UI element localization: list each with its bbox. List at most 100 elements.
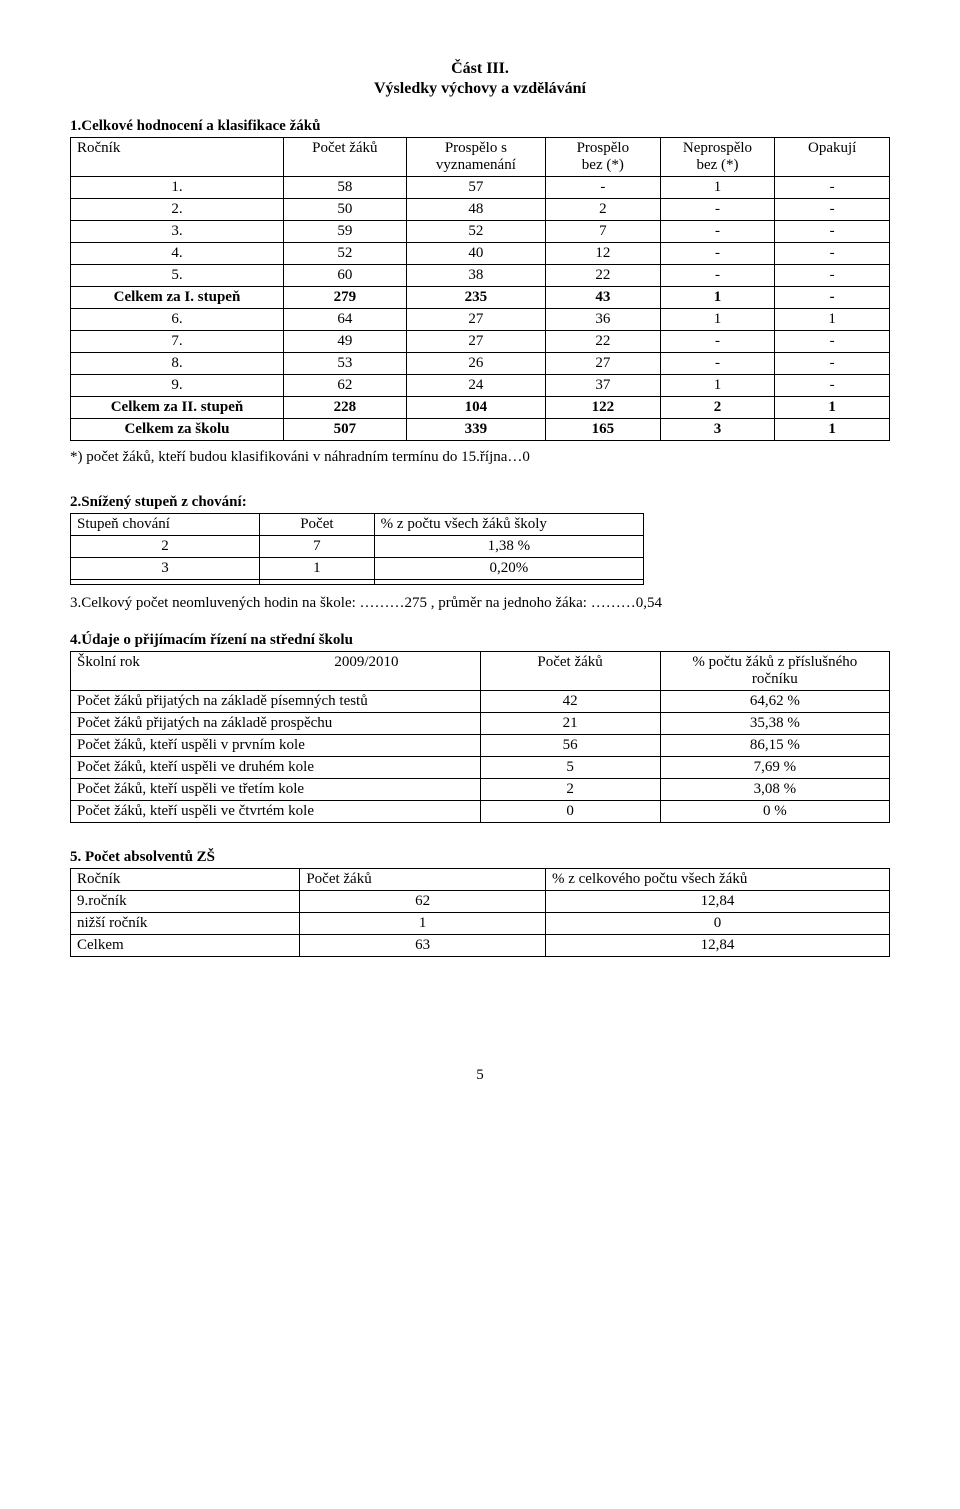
table-cell: 26 [406, 353, 545, 375]
table-row: 5.603822-- [71, 265, 890, 287]
table-cell: 5 [480, 757, 660, 779]
table-cell: 27 [406, 331, 545, 353]
table-cell: 27 [546, 353, 661, 375]
table-cell: 48 [406, 199, 545, 221]
table-row: 2.50482-- [71, 199, 890, 221]
table-cell: 1,38 % [374, 536, 643, 558]
section1-table: RočníkPočet žákůProspělo svyznamenáníPro… [70, 137, 890, 441]
table-cell: - [775, 331, 890, 353]
table-cell: 1 [775, 419, 890, 441]
table-cell: 38 [406, 265, 545, 287]
table-cell: 122 [546, 397, 661, 419]
table-cell: 50 [283, 199, 406, 221]
table-row: Počet žáků, kteří uspěli ve třetím kole2… [71, 779, 890, 801]
table-cell: 8. [71, 353, 284, 375]
table-cell: - [546, 177, 661, 199]
table-cell: Počet žáků, kteří uspěli ve druhém kole [71, 757, 481, 779]
table-cell: 2 [546, 199, 661, 221]
table-row: 7.492722-- [71, 331, 890, 353]
table-cell: 37 [546, 375, 661, 397]
table-cell: - [775, 375, 890, 397]
table-cell: - [775, 199, 890, 221]
table-cell: - [775, 177, 890, 199]
table-cell: 62 [300, 891, 546, 913]
table-cell: 60 [283, 265, 406, 287]
table-cell: 49 [283, 331, 406, 353]
table-cell: 1. [71, 177, 284, 199]
table-cell: 42 [480, 691, 660, 713]
table-cell: 0,20% [374, 558, 643, 580]
table-cell: 7 [546, 221, 661, 243]
table-cell: 1 [660, 375, 775, 397]
table-row: 1.5857-1- [71, 177, 890, 199]
table-cell: 2 [71, 536, 260, 558]
table-row: nižší ročník10 [71, 913, 890, 935]
table-row: Počet žáků přijatých na základě prospěch… [71, 713, 890, 735]
table-cell: 2 [480, 779, 660, 801]
table-cell: Počet žáků přijatých na základě prospěch… [71, 713, 481, 735]
table-cell: 12,84 [546, 891, 890, 913]
table-cell: 22 [546, 331, 661, 353]
table-cell: 339 [406, 419, 545, 441]
section1-footnote: *) počet žáků, kteří budou klasifikováni… [70, 449, 890, 466]
table-cell: Celkem za II. stupeň [71, 397, 284, 419]
section4-header-mid: Počet žáků [480, 652, 660, 691]
table-cell: 53 [283, 353, 406, 375]
section5-col-header: Ročník [71, 869, 300, 891]
section1-col-header: Neprospělobez (*) [660, 138, 775, 177]
page-number: 5 [70, 1067, 890, 1084]
table-cell: 1 [775, 397, 890, 419]
table-row: Celkem za I. stupeň279235431- [71, 287, 890, 309]
table-row: 310,20% [71, 558, 644, 580]
table-row: Celkem za II. stupeň22810412221 [71, 397, 890, 419]
table-row: Počet žáků, kteří uspěli v prvním kole56… [71, 735, 890, 757]
section1-col-header: Opakují [775, 138, 890, 177]
table-cell: Celkem za školu [71, 419, 284, 441]
section5-table: RočníkPočet žáků% z celkového počtu všec… [70, 868, 890, 957]
section1-col-header: Počet žáků [283, 138, 406, 177]
table-cell [71, 580, 260, 585]
table-cell: 5. [71, 265, 284, 287]
table-cell: 52 [283, 243, 406, 265]
table-cell: Počet žáků, kteří uspěli v prvním kole [71, 735, 481, 757]
section1-col-header: Prospělo svyznamenání [406, 138, 545, 177]
table-cell: 40 [406, 243, 545, 265]
table-cell: 2. [71, 199, 284, 221]
table-cell: - [660, 243, 775, 265]
section5-heading: 5. Počet absolventů ZŠ [70, 849, 890, 866]
table-row: 271,38 % [71, 536, 644, 558]
table-cell: - [660, 353, 775, 375]
table-cell: 0 [480, 801, 660, 823]
table-cell: 3,08 % [660, 779, 889, 801]
table-cell: 52 [406, 221, 545, 243]
table-cell: - [775, 243, 890, 265]
section3-text: 3.Celkový počet neomluvených hodin na šk… [70, 595, 890, 612]
table-cell: 27 [406, 309, 545, 331]
table-cell: 7 [260, 536, 375, 558]
table-cell: 0 [546, 913, 890, 935]
table-cell: nižší ročník [71, 913, 300, 935]
page-part: Část III. [70, 60, 890, 78]
table-cell: 507 [283, 419, 406, 441]
table-cell: 1 [660, 287, 775, 309]
table-cell: 57 [406, 177, 545, 199]
table-cell: 9.ročník [71, 891, 300, 913]
table-cell: 64 [283, 309, 406, 331]
table-cell: 1 [300, 913, 546, 935]
section5-col-header: Počet žáků [300, 869, 546, 891]
table-cell: 3 [660, 419, 775, 441]
table-row: Počet žáků, kteří uspěli ve čtvrtém kole… [71, 801, 890, 823]
table-cell: 7,69 % [660, 757, 889, 779]
page-title: Výsledky výchovy a vzdělávání [70, 80, 890, 98]
table-cell [260, 580, 375, 585]
table-cell: - [775, 265, 890, 287]
table-cell: Počet žáků, kteří uspěli ve třetím kole [71, 779, 481, 801]
table-cell: Počet žáků, kteří uspěli ve čtvrtém kole [71, 801, 481, 823]
table-cell: 43 [546, 287, 661, 309]
table-cell: 3. [71, 221, 284, 243]
table-cell: 7. [71, 331, 284, 353]
table-cell: - [660, 199, 775, 221]
table-cell: 36 [546, 309, 661, 331]
table-cell: 228 [283, 397, 406, 419]
section4-header-right: % počtu žáků z příslušnéhoročníku [660, 652, 889, 691]
